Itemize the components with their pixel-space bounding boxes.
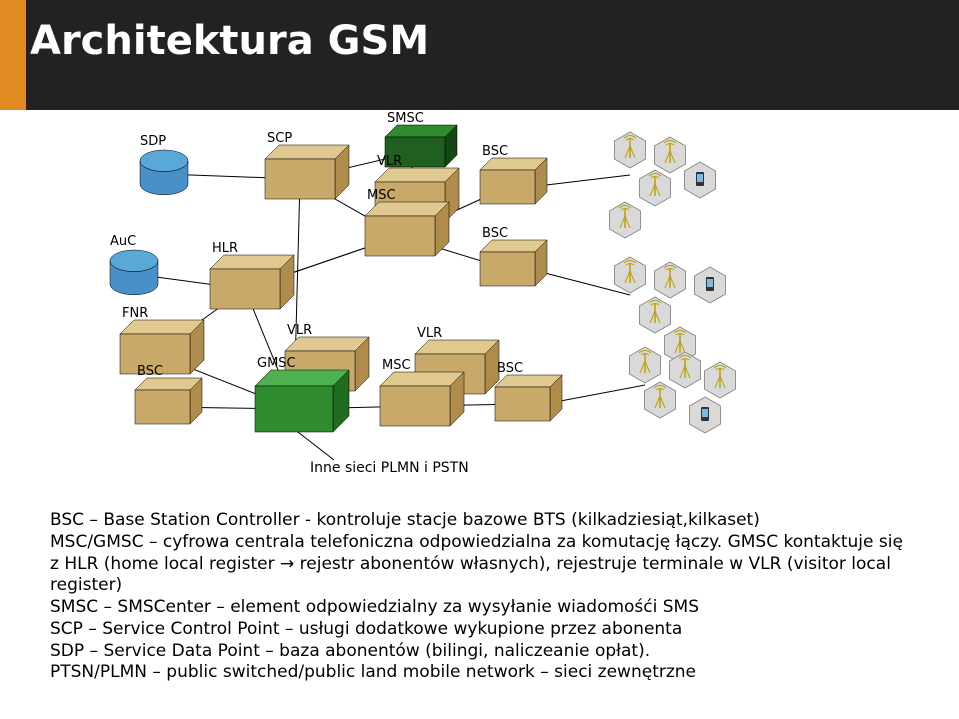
architecture-diagram: SDP SCP SMSC VLR BSC MSC BSC AuC HLR FNR: [100, 120, 860, 490]
desc-line: MSC/GMSC – cyfrowa centrala telefoniczna…: [50, 532, 910, 597]
desc-line: SDP – Service Data Point – baza abonentó…: [50, 641, 910, 663]
desc-line: BSC – Base Station Controller - kontrolu…: [50, 510, 910, 532]
page-title: Architektura GSM: [30, 18, 929, 64]
desc-line: PTSN/PLMN – public switched/public land …: [50, 662, 910, 684]
description-block: BSC – Base Station Controller - kontrolu…: [50, 510, 910, 684]
title-accent: [0, 0, 26, 110]
external-networks-label: Inne sieci PLMN i PSTN: [310, 460, 469, 476]
desc-line: SMSC – SMSCenter – element odpowiedzialn…: [50, 597, 910, 619]
title-bar: Architektura GSM: [0, 0, 959, 110]
cells-svg: [100, 120, 860, 490]
desc-line: SCP – Service Control Point – usługi dod…: [50, 619, 910, 641]
